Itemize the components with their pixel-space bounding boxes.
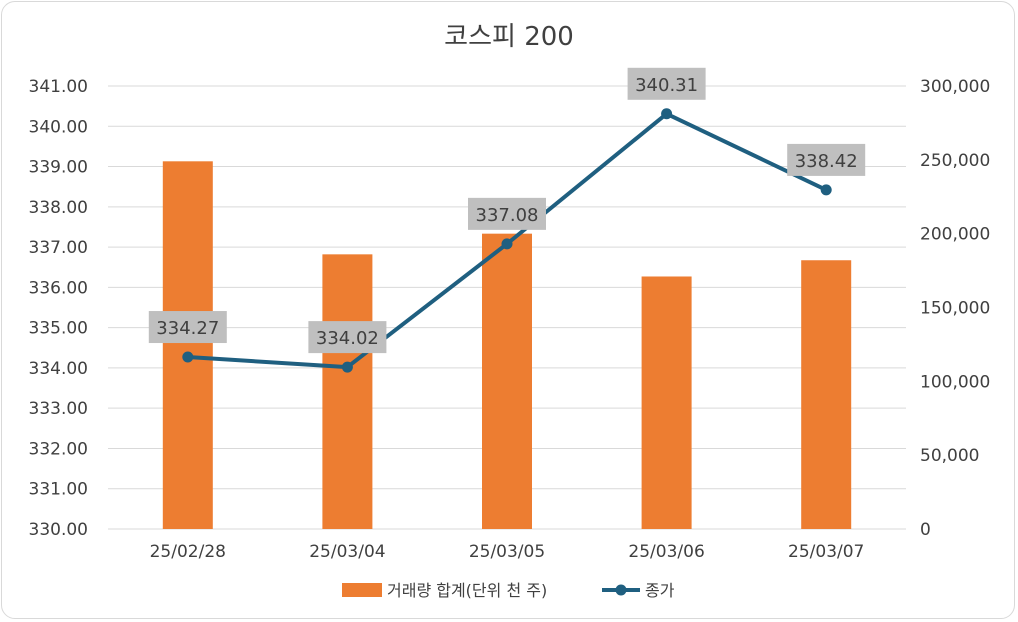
bar	[641, 276, 692, 529]
close-price-point	[820, 184, 832, 196]
legend-label-close: 종가	[645, 581, 675, 600]
x-tick-label: 25/02/28	[150, 542, 226, 562]
right-tick-label: 100,000	[920, 372, 990, 392]
data-label: 340.31	[635, 75, 698, 96]
left-tick-label: 338.00	[29, 198, 88, 218]
left-tick-label: 331.00	[29, 480, 88, 500]
bar	[162, 161, 213, 529]
legend: 거래량 합계(단위 천 주) 종가	[342, 581, 675, 600]
data-label: 338.42	[795, 151, 858, 172]
bar	[322, 254, 373, 529]
data-label-box	[787, 143, 866, 176]
close-price-point	[661, 108, 673, 120]
left-tick-label: 335.00	[29, 319, 88, 339]
left-tick-label: 333.00	[29, 399, 88, 419]
x-axis: 25/02/28 25/03/04 25/03/05 25/03/06 25/03/07	[150, 542, 865, 562]
left-tick-label: 330.00	[29, 520, 88, 540]
data-label: 334.27	[156, 318, 219, 339]
x-tick-label: 25/03/06	[628, 542, 704, 562]
close-price-point	[341, 361, 353, 373]
left-tick-label: 337.00	[29, 238, 88, 258]
right-tick-label: 0	[920, 520, 931, 540]
right-tick-label: 200,000	[920, 225, 990, 245]
x-tick-label: 25/03/05	[469, 542, 545, 562]
x-tick-label: 25/03/07	[788, 542, 864, 562]
bar	[801, 260, 852, 529]
left-axis: 330.00 331.00 332.00 333.00 334.00 335.00 336.…	[29, 77, 88, 540]
right-tick-label: 50,000	[920, 446, 979, 466]
line-series: 334.27 334.02 337.08 340.31 338.42	[148, 67, 866, 373]
close-price-point	[182, 351, 194, 363]
legend-label-volume: 거래량 합계(단위 천 주)	[387, 581, 547, 600]
close-price-point	[501, 238, 513, 250]
right-tick-label: 250,000	[920, 151, 990, 171]
left-tick-label: 340.00	[29, 117, 88, 137]
data-label: 337.08	[476, 205, 539, 226]
chart-title: 코스피 200	[444, 22, 574, 52]
left-tick-label: 339.00	[29, 158, 88, 178]
bar-series	[162, 161, 852, 529]
left-tick-label: 334.00	[29, 359, 88, 379]
data-label-box	[308, 321, 387, 354]
left-tick-label: 341.00	[29, 77, 88, 97]
data-label: 334.02	[316, 328, 379, 349]
bar	[482, 233, 532, 529]
data-label-box	[468, 197, 546, 230]
left-tick-label: 336.00	[29, 278, 88, 298]
right-tick-label: 150,000	[920, 299, 990, 319]
right-tick-label: 300,000	[920, 77, 990, 97]
right-axis: 0 50,000 100,000 150,000 200,000 250,000 300,0…	[920, 77, 990, 540]
legend-swatch-volume	[342, 583, 382, 597]
legend-swatch-marker	[615, 584, 627, 596]
x-tick-label: 25/03/04	[309, 542, 385, 562]
data-label-box	[627, 67, 706, 100]
left-tick-label: 332.00	[29, 439, 88, 459]
data-label-box	[148, 311, 227, 344]
